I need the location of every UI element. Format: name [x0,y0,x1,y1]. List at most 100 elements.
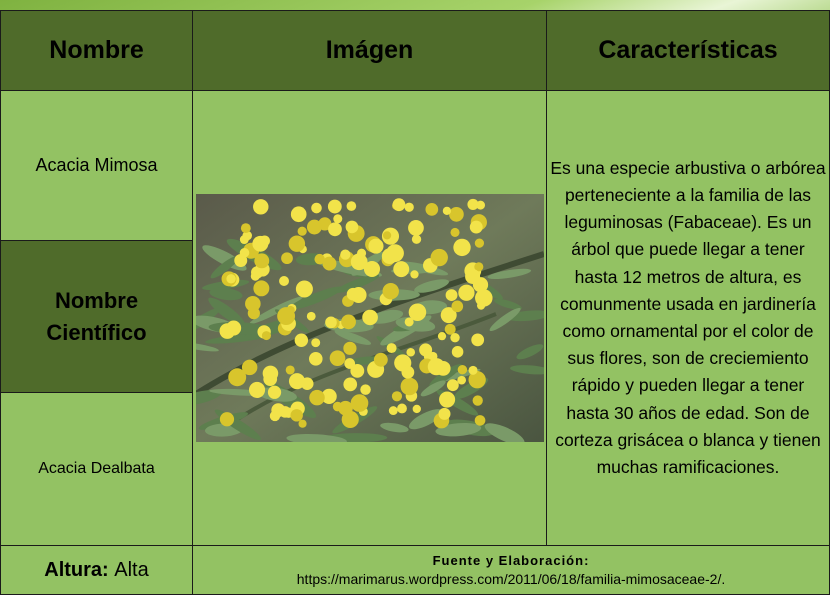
flower [456,375,466,385]
flower [219,412,234,427]
flower [472,395,483,406]
flower [276,307,295,326]
flower [327,222,342,237]
flower [401,365,414,379]
flower [452,238,471,257]
flower [270,403,285,418]
flower [442,206,451,216]
flower [476,301,485,310]
flower [346,201,356,211]
flower [468,371,486,389]
flower [248,381,265,398]
header-cell: Imágen [192,10,547,91]
flower [337,400,353,416]
flower [449,332,460,343]
flower [308,352,323,366]
flower [367,238,384,254]
flower [409,270,419,279]
nombre-cientifico: Acacia Dealbata [0,392,193,546]
flower [411,234,421,244]
leaf [285,433,347,442]
flower [342,341,357,355]
flower [332,214,342,224]
flower [382,282,399,300]
flower [308,389,325,406]
flower [445,289,457,302]
nombre: Acacia Mimosa [0,90,193,241]
flower [225,274,236,284]
leaf [334,330,371,345]
flower [405,347,415,357]
header-cell: Características [546,10,830,91]
leaf [413,279,449,293]
flower [239,235,249,244]
leaf [420,380,446,397]
flower [449,227,460,237]
flower [227,368,246,387]
flower [469,220,483,234]
fuente-cell: Fuente y Elaboración: https://marimarus.… [192,545,830,595]
flower [294,333,308,347]
flower [361,309,378,326]
flower [427,358,445,376]
flower [280,252,293,265]
flower [240,223,251,234]
flower [346,287,359,301]
flower [363,260,380,278]
flower [297,226,307,236]
flower [382,231,391,240]
flower [474,238,484,248]
flower [218,323,235,339]
leaf [379,422,409,433]
flower [329,350,345,367]
flower [446,379,459,392]
photo [195,194,544,442]
flower [468,365,478,375]
flower [278,276,289,287]
flower [310,338,320,348]
leaf [369,309,403,324]
flower [285,365,295,375]
flower [392,261,409,278]
flower [252,199,269,215]
flower [457,364,467,375]
flower [288,373,305,390]
flower [404,317,414,327]
flower [290,206,307,223]
flower [466,198,479,210]
flower [295,280,313,298]
flower [324,316,337,329]
flower [342,377,357,392]
leaf [489,307,521,332]
image-cell [192,90,547,546]
flower [470,333,484,347]
flower [473,262,483,272]
caracteristicas: Es una especie arbustiva o arbórea perte… [546,90,830,546]
altura-label: Altura: [44,558,109,581]
leaf [486,268,531,280]
flower [327,199,342,214]
flower [322,256,336,271]
leaf [434,422,481,437]
flower [239,248,249,258]
flower [407,220,424,236]
flower [391,391,402,402]
flower [310,202,322,214]
flower [320,388,337,404]
flower [261,331,271,341]
flower [444,323,456,335]
flower [262,365,278,382]
flower [385,244,404,263]
leaf [201,245,247,271]
flower [418,343,432,357]
flower [251,235,268,252]
flower [440,307,457,324]
flower [457,284,475,301]
header-cell: Nombre [0,10,193,91]
leaf [509,365,544,375]
flower [340,314,356,330]
flower [448,207,464,222]
flower [475,200,485,210]
flower [437,332,446,341]
flower [474,415,485,426]
